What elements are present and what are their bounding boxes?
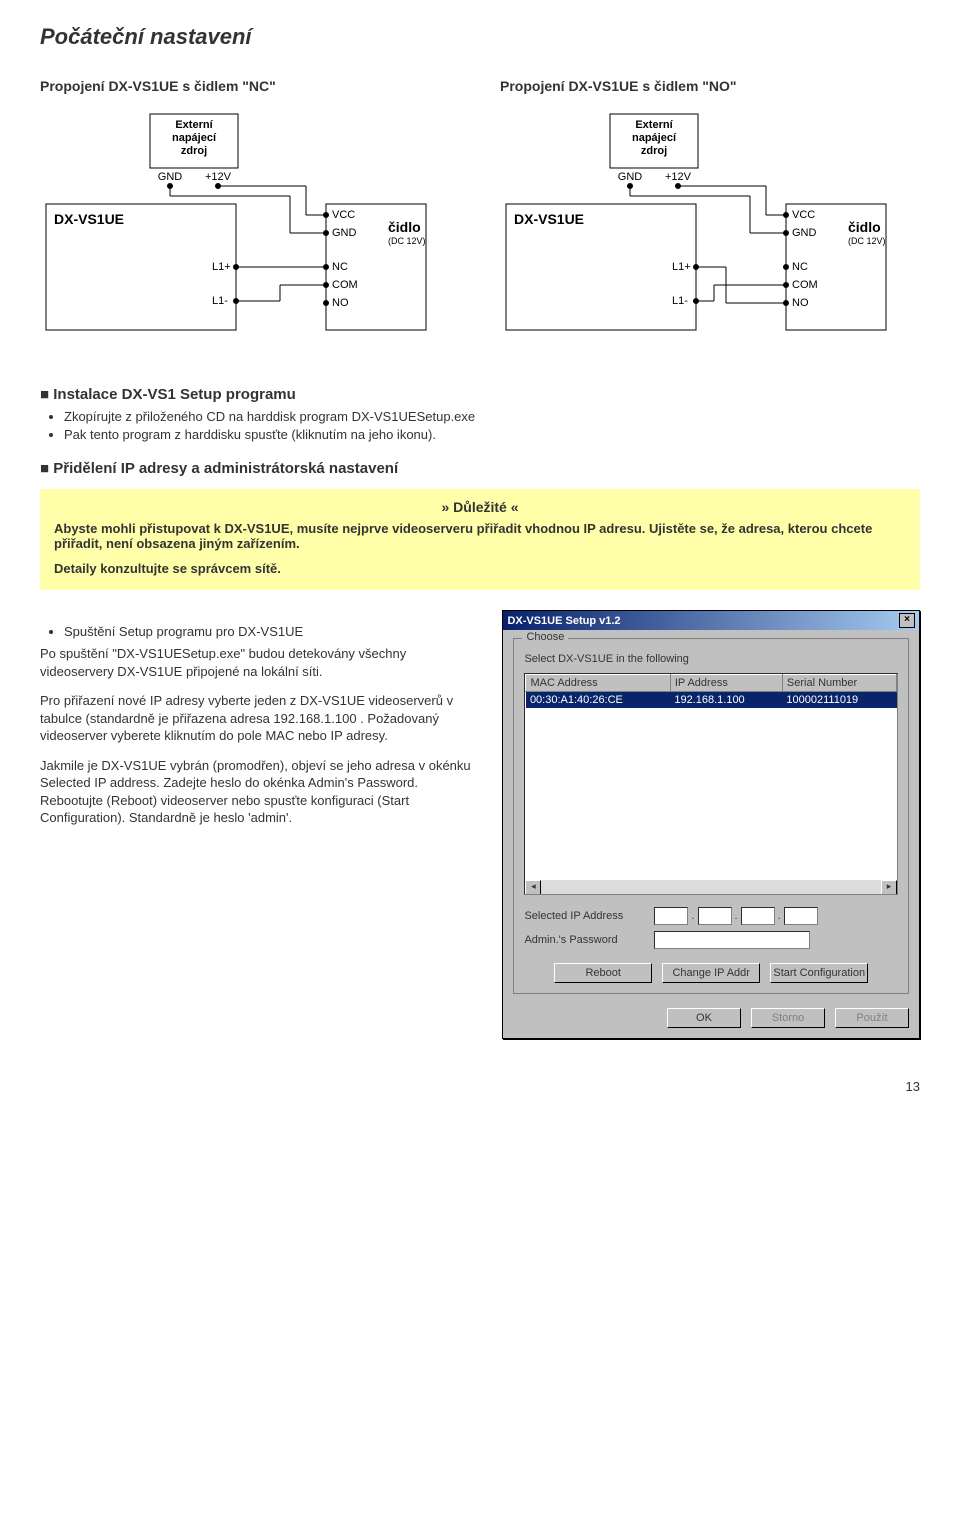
svg-text:VCC: VCC xyxy=(792,209,815,221)
section-ip-heading: ■ Přidělení IP adresy a administrátorská… xyxy=(40,460,920,477)
svg-text:COM: COM xyxy=(792,279,818,291)
change-ip-button[interactable]: Change IP Addr xyxy=(662,963,760,983)
svg-text:Externí: Externí xyxy=(635,119,673,131)
section-install-heading-text: Instalace DX-VS1 Setup programu xyxy=(53,386,296,403)
svg-text:L1+: L1+ xyxy=(212,261,231,273)
svg-text:L1+: L1+ xyxy=(672,261,691,273)
wiring-diagrams: Propojení DX-VS1UE s čidlem "NC" Externí… xyxy=(40,78,920,338)
svg-text:+12V: +12V xyxy=(665,171,692,183)
svg-text:(DC 12V): (DC 12V) xyxy=(388,236,426,246)
important-box: » Důležité « Abyste mohli přistupovat k … xyxy=(40,489,920,590)
diagram-no-title: Propojení DX-VS1UE s čidlem "NO" xyxy=(500,78,920,94)
svg-text:(DC 12V): (DC 12V) xyxy=(848,236,886,246)
setup-p1: Po spuštění "DX-VS1UESetup.exe" budou de… xyxy=(40,645,478,680)
diagram-nc-title: Propojení DX-VS1UE s čidlem "NC" xyxy=(40,78,460,94)
table-row[interactable]: 00:30:A1:40:26:CE 192.168.1.100 10000211… xyxy=(526,692,897,709)
diagram-nc-svg: Externí napájecí zdroj GND +12V DX-VS1UE… xyxy=(40,108,440,338)
svg-text:GND: GND xyxy=(618,171,643,183)
section-install-heading: ■ Instalace DX-VS1 Setup programu xyxy=(40,386,920,403)
col-mac[interactable]: MAC Address xyxy=(526,675,670,692)
svg-text:napájecí: napájecí xyxy=(632,132,677,144)
horizontal-scrollbar[interactable]: ◂ ▸ xyxy=(525,880,897,894)
svg-text:COM: COM xyxy=(332,279,358,291)
diagram-no: Propojení DX-VS1UE s čidlem "NO" Externí… xyxy=(500,78,920,338)
svg-text:+12V: +12V xyxy=(205,171,232,183)
svg-text:napájecí: napájecí xyxy=(172,132,217,144)
choose-groupbox: Choose Select DX-VS1UE in the following … xyxy=(513,638,909,994)
start-configuration-button[interactable]: Start Configuration xyxy=(770,963,868,983)
cell-ip: 192.168.1.100 xyxy=(670,692,782,709)
svg-text:NC: NC xyxy=(792,261,808,273)
important-p1: Abyste mohli přistupovat k DX-VS1UE, mus… xyxy=(54,521,906,551)
page-number: 13 xyxy=(40,1079,920,1094)
svg-text:zdroj: zdroj xyxy=(641,145,667,157)
pouzit-button[interactable]: Použít xyxy=(835,1008,909,1028)
setup-bullet-item: Spuštění Setup programu pro DX-VS1UE xyxy=(64,624,478,639)
setup-p3: Jakmile je DX-VS1UE vybrán (promodřen), … xyxy=(40,757,478,827)
important-p2: Detaily konzultujte se správcem sítě. xyxy=(54,561,906,576)
dialog-titlebar[interactable]: DX-VS1UE Setup v1.2 × xyxy=(503,611,919,630)
ok-button[interactable]: OK xyxy=(667,1008,741,1028)
svg-text:NO: NO xyxy=(792,297,809,309)
col-ip[interactable]: IP Address xyxy=(670,675,782,692)
diagram-no-svg: Externí napájecí zdroj GND +12V DX-VS1UE… xyxy=(500,108,900,338)
page-title: Počáteční nastavení xyxy=(40,24,920,50)
svg-text:GND: GND xyxy=(158,171,183,183)
storno-button[interactable]: Storno xyxy=(751,1008,825,1028)
admin-password-label: Admin.'s Password xyxy=(524,934,654,946)
close-icon[interactable]: × xyxy=(899,613,915,628)
install-bullet-2: Pak tento program z harddisku spusťte (k… xyxy=(64,427,920,442)
svg-text:čidlo: čidlo xyxy=(388,219,421,235)
svg-text:GND: GND xyxy=(332,227,357,239)
cell-mac: 00:30:A1:40:26:CE xyxy=(526,692,670,709)
svg-text:L1-: L1- xyxy=(672,295,688,307)
svg-text:VCC: VCC xyxy=(332,209,355,221)
setup-dialog: DX-VS1UE Setup v1.2 × Choose Select DX-V… xyxy=(502,610,920,1039)
svg-text:GND: GND xyxy=(792,227,817,239)
dialog-title: DX-VS1UE Setup v1.2 xyxy=(507,615,620,627)
svg-text:DX-VS1UE: DX-VS1UE xyxy=(54,211,124,227)
scroll-right-icon[interactable]: ▸ xyxy=(881,880,897,895)
svg-text:zdroj: zdroj xyxy=(181,145,207,157)
svg-text:NC: NC xyxy=(332,261,348,273)
svg-text:NO: NO xyxy=(332,297,349,309)
admin-password-input[interactable] xyxy=(654,931,810,949)
selected-ip-input[interactable]: . . . xyxy=(654,907,817,925)
scroll-left-icon[interactable]: ◂ xyxy=(525,880,541,895)
svg-text:DX-VS1UE: DX-VS1UE xyxy=(514,211,584,227)
install-bullets: Zkopírujte z přiloženého CD na harddisk … xyxy=(64,409,920,442)
setup-bullet: Spuštění Setup programu pro DX-VS1UE xyxy=(64,624,478,639)
device-table[interactable]: MAC Address IP Address Serial Number 00:… xyxy=(524,673,898,895)
setup-text-column: Spuštění Setup programu pro DX-VS1UE Po … xyxy=(40,610,478,839)
dialog-instruction: Select DX-VS1UE in the following xyxy=(524,653,898,665)
setup-p2: Pro přiřazení nové IP adresy vyberte jed… xyxy=(40,692,478,745)
diagram-nc: Propojení DX-VS1UE s čidlem "NC" Externí… xyxy=(40,78,460,338)
selected-ip-label: Selected IP Address xyxy=(524,910,654,922)
section-ip-heading-text: Přidělení IP adresy a administrátorská n… xyxy=(53,460,398,477)
col-serial[interactable]: Serial Number xyxy=(782,675,896,692)
cell-serial: 100002111019 xyxy=(782,692,896,709)
install-bullet-1: Zkopírujte z přiloženého CD na harddisk … xyxy=(64,409,920,424)
svg-text:čidlo: čidlo xyxy=(848,219,881,235)
groupbox-label: Choose xyxy=(522,631,568,643)
svg-text:Externí: Externí xyxy=(175,119,213,131)
svg-text:L1-: L1- xyxy=(212,295,228,307)
reboot-button[interactable]: Reboot xyxy=(554,963,652,983)
important-header: » Důležité « xyxy=(54,499,906,515)
